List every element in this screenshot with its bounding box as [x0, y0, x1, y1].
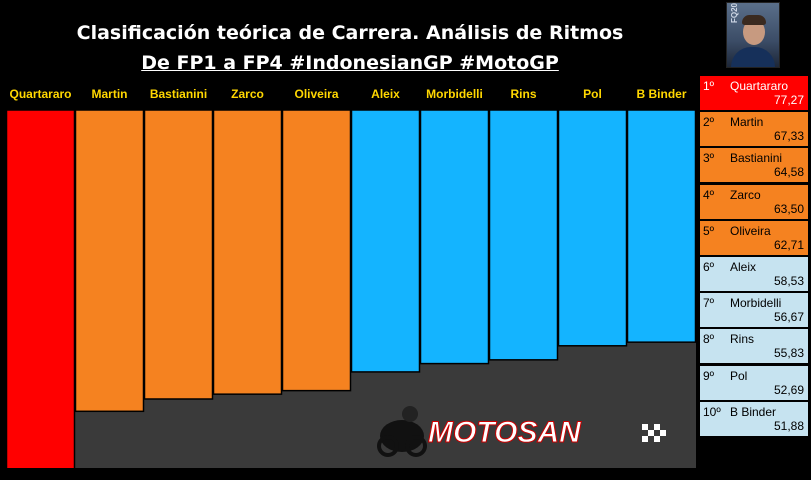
ranking-name: Quartararo — [730, 79, 789, 93]
ranking-value: 55,83 — [773, 346, 804, 361]
ranking-value: 58,53 — [773, 274, 804, 288]
ranking-name: B Binder — [730, 404, 777, 419]
ranking-row: 3º Bastianini 64,58 — [700, 148, 808, 185]
ranking-row: 7º Morbidelli 56,67 — [700, 293, 808, 330]
ranking-name: Bastianini — [730, 151, 783, 166]
ranking-row: 10º B Binder 51,88 — [700, 401, 808, 438]
chart-title: Clasificación teórica de Carrera. Anális… — [76, 22, 624, 44]
bar — [6, 110, 76, 468]
ranking-value: 63,50 — [773, 201, 804, 216]
ranking-position: 9º — [703, 368, 715, 383]
category-label: B Binder — [636, 87, 686, 101]
ranking-position: 1º — [703, 79, 715, 93]
ranking-position: 5º — [703, 223, 715, 238]
bar — [419, 110, 490, 365]
motorbike-icon — [377, 406, 427, 457]
category-label: Rins — [510, 87, 536, 101]
ranking-value: 56,67 — [773, 310, 804, 325]
ranking-position: 10º — [703, 404, 721, 419]
ranking-position: 3º — [703, 151, 715, 166]
ranking-name: Rins — [730, 332, 755, 347]
bar — [143, 110, 214, 400]
ranking-value: 52,69 — [773, 382, 804, 397]
ranking-position: 6º — [703, 260, 715, 274]
avatar-label: FQ20 — [730, 2, 739, 23]
ranking-name: Pol — [730, 368, 748, 383]
category-label: Bastianini — [150, 87, 207, 101]
ranking-name: Oliveira — [730, 223, 771, 238]
ranking-name: Aleix — [730, 260, 757, 274]
category-labels: Quartararo Martin Bastianini Zarco Oliveira A… — [9, 87, 686, 101]
bar — [488, 110, 559, 361]
ranking-position: 7º — [703, 296, 715, 311]
ranking-value: 62,71 — [773, 237, 804, 252]
motosan-watermark: MOTOSAN — [377, 406, 666, 457]
category-label: Martin — [92, 87, 128, 101]
ranking-row: 6º Aleix 58,53 — [700, 257, 808, 293]
ranking-position: 8º — [703, 332, 715, 347]
ranking-value: 64,58 — [773, 165, 804, 180]
bar — [74, 110, 145, 413]
watermark-text: MOTOSAN — [428, 416, 582, 449]
ranking-row: 4º Zarco 63,50 — [700, 184, 808, 221]
ranking-name: Morbidelli — [730, 296, 782, 311]
ranking-name: Martin — [730, 115, 764, 130]
bar — [350, 110, 421, 373]
ranking-value: 77,27 — [773, 93, 804, 107]
bar-chart — [6, 110, 696, 468]
ranking-position: 4º — [703, 187, 715, 202]
category-label: Zarco — [231, 87, 264, 101]
bar — [557, 110, 628, 347]
ranking-name: Zarco — [730, 187, 761, 202]
category-label: Morbidelli — [426, 87, 483, 101]
ranking-row: 9º Pol 52,69 — [700, 365, 808, 402]
bar — [212, 110, 283, 395]
category-label: Pol — [583, 87, 602, 101]
ranking-row: 5º Oliveira 62,71 — [700, 220, 808, 257]
bar — [281, 110, 352, 392]
bar — [626, 110, 696, 343]
ranking-row: 1º Quartararo 77,27 — [700, 76, 808, 112]
chart-subtitle: De FP1 a FP4 #IndonesianGP #MotoGP — [141, 52, 559, 74]
ranking-value: 51,88 — [773, 418, 804, 433]
category-label: Quartararo — [9, 87, 71, 101]
ranking-row: 2º Martin 67,33 — [700, 112, 808, 149]
ranking-row: 8º Rins 55,83 — [700, 329, 808, 366]
category-label: Aleix — [371, 87, 400, 101]
ranking-position: 2º — [703, 115, 715, 130]
rider-portrait-icon: FQ20 — [726, 2, 780, 68]
category-label: Oliveira — [294, 87, 338, 101]
ranking-value: 67,33 — [773, 129, 804, 144]
